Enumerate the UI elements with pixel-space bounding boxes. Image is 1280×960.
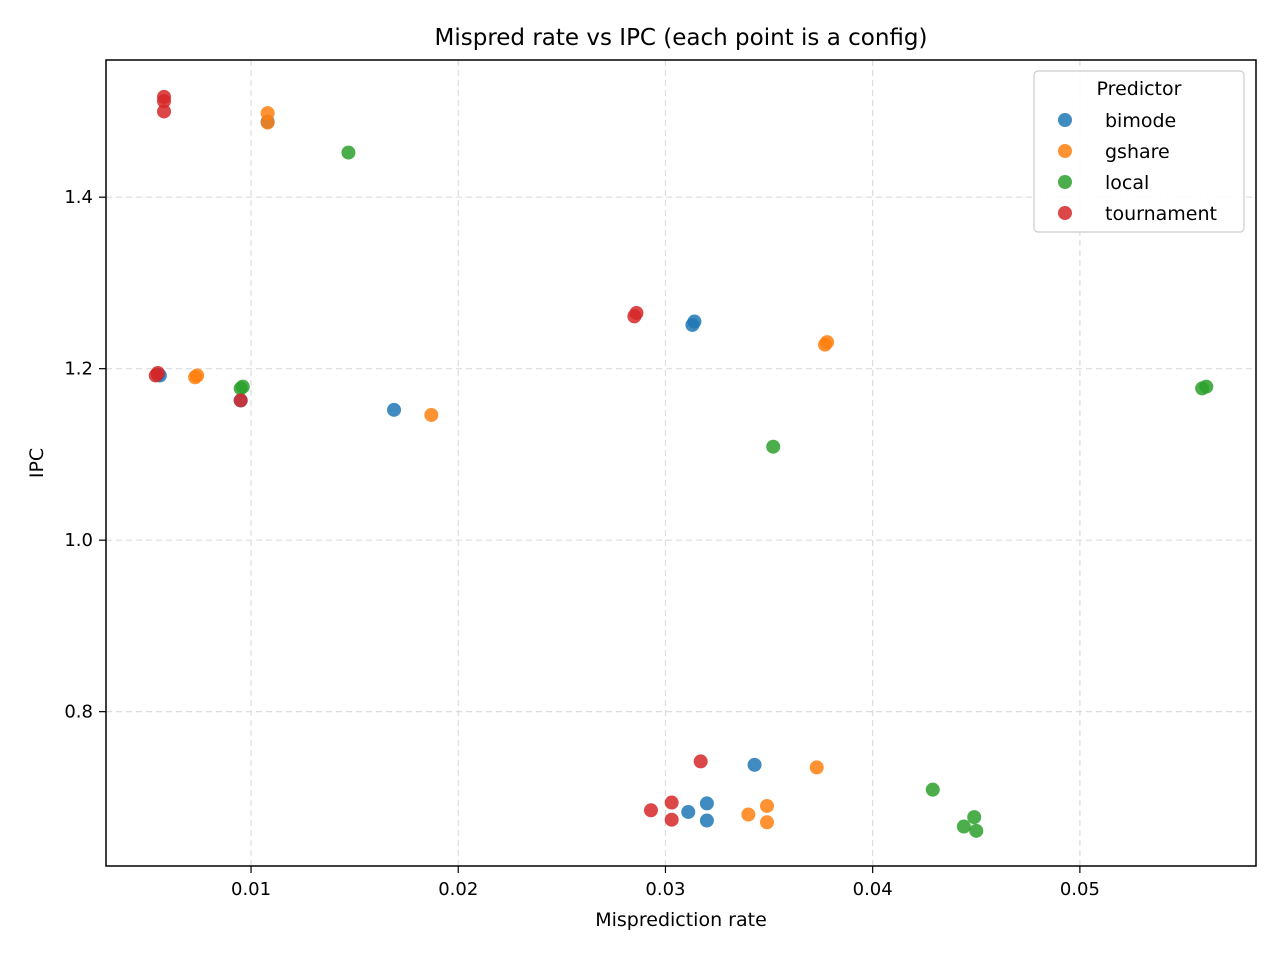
x-tick-label: 0.02 xyxy=(438,879,478,900)
data-point-gshare xyxy=(741,807,756,822)
data-point-tournament xyxy=(627,309,642,324)
legend-label-local: local xyxy=(1105,172,1149,194)
data-point-local xyxy=(341,145,356,160)
legend-title: Predictor xyxy=(1097,78,1182,100)
data-point-bimode xyxy=(699,796,714,811)
series-gshare xyxy=(188,106,835,830)
legend-label-tournament: tournament xyxy=(1105,203,1217,225)
data-point-bimode xyxy=(699,813,714,828)
plot-frame xyxy=(105,59,1257,867)
y-tick-label: 1.4 xyxy=(64,187,93,208)
y-axis: 0.8 1.0 1.2 1.4 xyxy=(64,187,106,723)
data-point-gshare xyxy=(809,760,824,775)
legend-entries: bimode gshare local tournament xyxy=(1058,110,1217,225)
data-point-local xyxy=(969,823,984,838)
data-point-gshare xyxy=(190,368,205,383)
data-point-local xyxy=(956,819,971,834)
data-point-bimode xyxy=(687,314,702,329)
data-points xyxy=(148,89,1214,838)
data-point-tournament xyxy=(233,393,248,408)
legend-marker-tournament xyxy=(1058,206,1072,220)
data-point-local xyxy=(766,439,781,454)
data-point-gshare xyxy=(759,798,774,813)
x-axis: 0.01 0.02 0.03 0.04 0.05 xyxy=(231,866,1100,900)
data-point-bimode xyxy=(681,804,696,819)
y-axis-label: IPC xyxy=(26,448,48,478)
data-point-tournament xyxy=(157,104,172,119)
series-local xyxy=(233,145,1214,838)
grid xyxy=(106,60,1256,866)
y-tick-label: 1.2 xyxy=(64,359,93,380)
x-tick-label: 0.04 xyxy=(853,879,893,900)
legend-marker-local xyxy=(1058,175,1072,189)
data-point-tournament xyxy=(664,795,679,810)
data-point-local xyxy=(235,379,250,394)
data-point-gshare xyxy=(260,115,275,130)
legend-marker-gshare xyxy=(1058,144,1072,158)
data-point-tournament xyxy=(693,754,708,769)
x-axis-label: Misprediction rate xyxy=(595,909,767,931)
data-point-tournament xyxy=(664,812,679,827)
data-point-gshare xyxy=(820,335,835,350)
x-tick-label: 0.01 xyxy=(231,879,271,900)
data-point-bimode xyxy=(387,402,402,417)
data-point-tournament xyxy=(643,803,658,818)
legend-box xyxy=(1033,70,1245,233)
legend: Predictor bimode gshare local tournament xyxy=(1033,70,1245,233)
legend-label-gshare: gshare xyxy=(1105,141,1170,163)
data-point-bimode xyxy=(747,757,762,772)
x-tick-label: 0.03 xyxy=(645,879,685,900)
series-tournament xyxy=(148,89,708,827)
legend-marker-bimode xyxy=(1058,113,1072,127)
y-tick-label: 1.0 xyxy=(64,530,93,551)
y-tick-label: 0.8 xyxy=(64,702,93,723)
x-tick-label: 0.05 xyxy=(1060,879,1100,900)
data-point-gshare xyxy=(759,815,774,830)
data-point-local xyxy=(967,810,982,825)
data-point-local xyxy=(1199,379,1214,394)
data-point-local xyxy=(925,782,940,797)
data-point-tournament xyxy=(157,94,172,109)
legend-label-bimode: bimode xyxy=(1105,110,1176,132)
data-point-tournament xyxy=(148,368,163,383)
data-point-gshare xyxy=(424,407,439,422)
chart-title: Mispred rate vs IPC (each point is a con… xyxy=(435,25,928,51)
